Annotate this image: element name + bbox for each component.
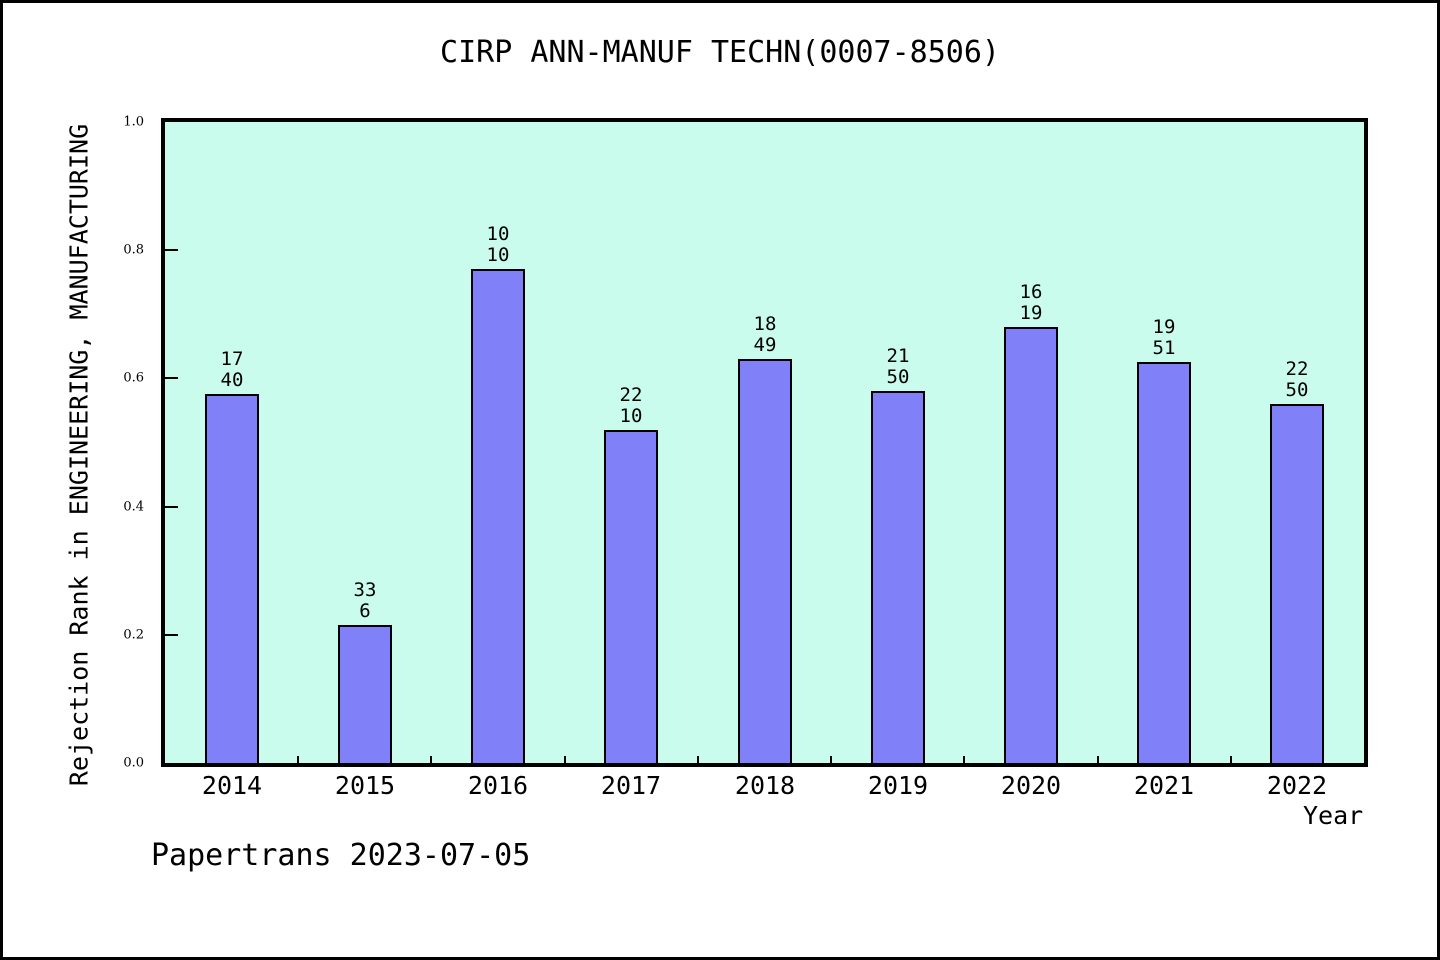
watermark-text: Papertrans 2023-07-05 — [151, 838, 531, 873]
bar-value-line: 22 — [1285, 358, 1309, 380]
y-tick — [165, 249, 178, 252]
x-minor-tick — [297, 756, 299, 763]
bar-2021 — [1137, 362, 1191, 763]
bar-2016 — [471, 269, 525, 763]
x-tick-label-2015: 2015 — [334, 771, 396, 800]
bar-value-label-2014: 17 40 — [221, 349, 244, 391]
bar-value-line: 40 — [220, 369, 244, 391]
bar-value-line: 50 — [1285, 379, 1309, 401]
bar-value-label-2017: 22 10 — [620, 385, 643, 427]
x-minor-tick — [1230, 756, 1232, 763]
y-axis-label: Rejection Rank in ENGINEERING, MANUFACTU… — [64, 123, 94, 787]
x-minor-tick — [564, 756, 566, 763]
x-tick-label-2017: 2017 — [600, 771, 662, 800]
bar-2017 — [604, 430, 658, 763]
x-tick-label-2018: 2018 — [734, 771, 796, 800]
y-tick-label-0.8: 0.8 — [123, 242, 144, 258]
chart-title: CIRP ANN-MANUF TECHN(0007-8506) — [440, 35, 1000, 70]
bar-value-line: 10 — [486, 223, 510, 245]
bar-value-line: 49 — [753, 334, 777, 356]
bar-value-label-2021: 19 51 — [1153, 317, 1176, 359]
y-tick-label-0.4: 0.4 — [123, 499, 144, 515]
bar-2014 — [205, 394, 259, 763]
bar-value-label-2020: 16 19 — [1020, 282, 1043, 324]
y-tick — [165, 377, 178, 380]
bar-value-line: 10 — [486, 244, 510, 266]
bar-value-line: 21 — [886, 345, 910, 367]
x-minor-tick — [830, 756, 832, 763]
x-axis-label: Year — [1303, 801, 1364, 830]
bar-value-line: 18 — [753, 313, 777, 335]
bar-value-line: 19 — [1019, 302, 1043, 324]
x-minor-tick — [1097, 756, 1099, 763]
plot-inner: 17 40 33 6 10 10 22 10 18 49 21 50 16 19 19 51 22 50 — [165, 122, 1364, 763]
x-tick-label-2022: 2022 — [1266, 771, 1328, 800]
x-tick-label-2021: 2021 — [1133, 771, 1195, 800]
bar-value-line: 16 — [1019, 281, 1043, 303]
bar-value-line: 6 — [359, 600, 371, 622]
x-tick-label-2016: 2016 — [467, 771, 529, 800]
bar-2015 — [338, 625, 392, 763]
y-tick-label-1.0: 1.0 — [123, 114, 144, 130]
bar-value-line: 22 — [619, 384, 643, 406]
y-tick-label-0.6: 0.6 — [123, 370, 144, 386]
bar-value-line: 19 — [1152, 316, 1176, 338]
bar-2019 — [871, 391, 925, 763]
bar-value-label-2019: 21 50 — [887, 346, 910, 388]
x-tick-label-2014: 2014 — [201, 771, 263, 800]
bar-value-line: 33 — [353, 579, 377, 601]
bar-value-line: 17 — [220, 348, 244, 370]
plot-area: 17 40 33 6 10 10 22 10 18 49 21 50 16 19 19 51 22 50 — [161, 118, 1368, 767]
bar-value-label-2016: 10 10 — [487, 224, 510, 266]
y-tick — [165, 633, 178, 636]
x-tick-label-2019: 2019 — [867, 771, 929, 800]
bar-value-line: 50 — [886, 366, 910, 388]
bar-value-label-2015: 33 6 — [354, 580, 377, 622]
bar-value-line: 51 — [1152, 337, 1176, 359]
y-tick — [165, 505, 178, 508]
x-minor-tick — [430, 756, 432, 763]
x-tick-label-2020: 2020 — [1000, 771, 1062, 800]
y-tick-label-0.2: 0.2 — [123, 627, 144, 643]
bar-value-line: 10 — [619, 405, 643, 427]
bar-value-label-2018: 18 49 — [754, 314, 777, 356]
bar-2018 — [738, 359, 792, 763]
bar-value-label-2022: 22 50 — [1286, 359, 1309, 401]
y-tick-label-0.0: 0.0 — [123, 755, 144, 771]
x-minor-tick — [697, 756, 699, 763]
bar-2022 — [1270, 404, 1324, 763]
x-minor-tick — [963, 756, 965, 763]
bar-2020 — [1004, 327, 1058, 763]
